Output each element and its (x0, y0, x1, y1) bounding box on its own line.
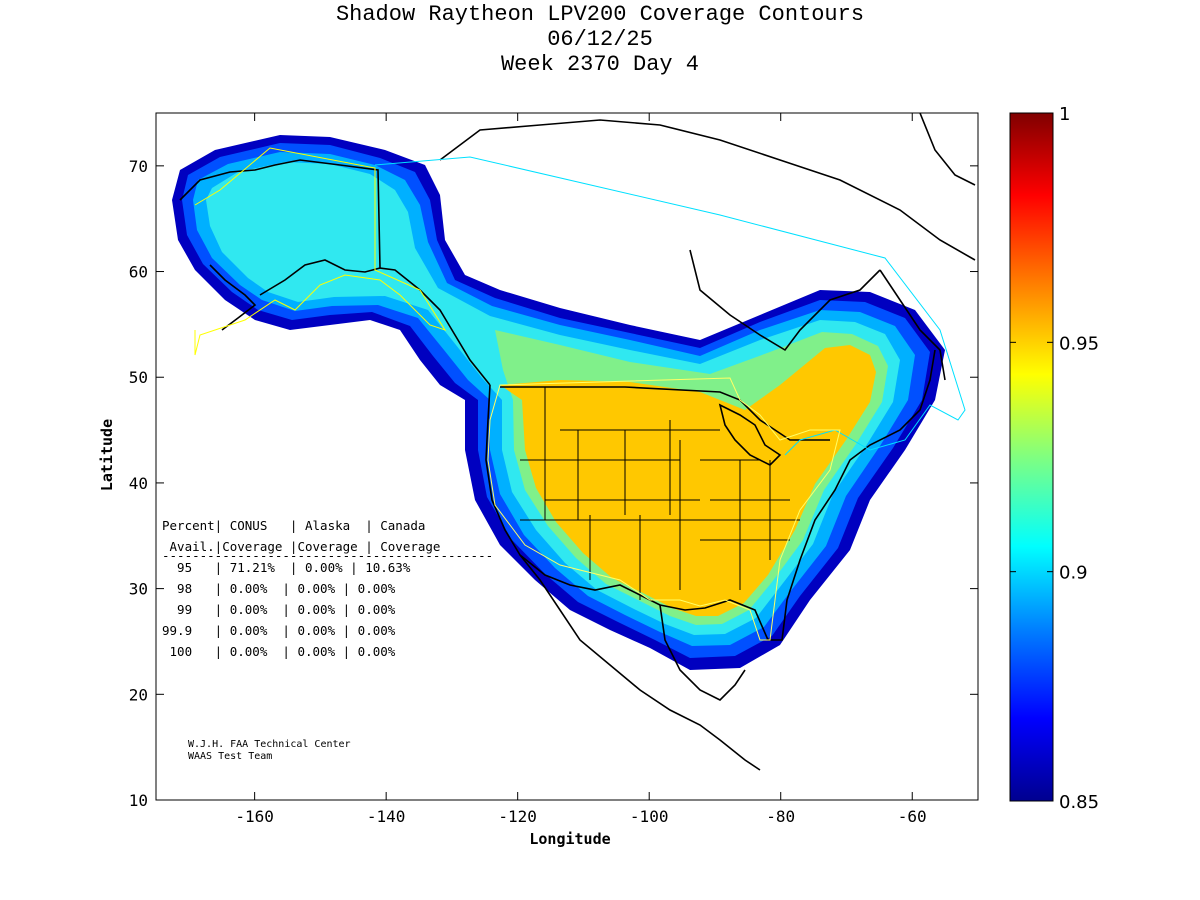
chart-week-day: Week 2370 Day 4 (500, 52, 700, 77)
y-axis-title: Latitude (98, 419, 116, 491)
alaska-peninsula (209, 264, 257, 331)
x-tick-label: -60 (898, 807, 927, 826)
conus-region-outline (487, 377, 841, 641)
hudson-bay (689, 249, 881, 352)
credit-line-2: WAAS Test Team (188, 751, 272, 762)
x-tick-label: -160 (235, 807, 274, 826)
coverage-plot (172, 113, 976, 771)
contour-0-95 (500, 345, 876, 616)
y-axis: 10 20 30 40 50 60 70 (129, 157, 978, 810)
x-tick-label: -140 (367, 807, 406, 826)
y-tick-label: 10 (129, 791, 148, 810)
colorbar-tick-label: 0.9 (1059, 563, 1088, 584)
us-west-coast (485, 349, 936, 641)
table-divider: ----------------------------------------… (162, 548, 493, 563)
table-row: 99 | 0.00% | 0.00% | 0.00% (162, 602, 396, 617)
table-row: 100 | 0.00% | 0.00% | 0.00% (162, 644, 396, 659)
table-row: 98 | 0.00% | 0.00% | 0.00% (162, 581, 396, 596)
x-axis: -160 -140 -120 -100 -80 -60 (235, 113, 927, 826)
alaska-region-outline (194, 147, 447, 356)
table-row: 95 | 71.21% | 0.00% | 10.63% (162, 560, 411, 575)
plot-frame (155, 112, 979, 801)
x-tick-label: -80 (766, 807, 795, 826)
coverage-table: Percent| CONUS | Alaska | Canada Avail.|… (162, 518, 493, 659)
credit-line-1: W.J.H. FAA Technical Center (188, 739, 351, 750)
mexico-coast (519, 554, 761, 771)
alaska-south-coast (259, 259, 381, 296)
colorbar-tick-label: 1 (1059, 104, 1070, 125)
greenland (919, 113, 976, 186)
y-tick-label: 30 (129, 580, 148, 599)
chart-title: Shadow Raytheon LPV200 Coverage Contours (335, 2, 865, 27)
table-row: 99.9 | 0.00% | 0.00% | 0.00% (162, 623, 396, 638)
colorbar-tick-label: 0.95 (1059, 333, 1099, 354)
x-tick-label: -100 (630, 807, 669, 826)
state-grid (520, 387, 800, 600)
y-tick-label: 70 (129, 157, 148, 176)
x-tick-label: -120 (498, 807, 537, 826)
y-tick-label: 40 (129, 474, 148, 493)
region-outlines (194, 147, 966, 641)
y-tick-label: 60 (129, 263, 148, 282)
x-axis-title: Longitude (529, 830, 610, 848)
gulf-yucatan (659, 604, 746, 701)
table-header-1: Percent| CONUS | Alaska | Canada (162, 518, 425, 533)
y-tick-label: 50 (129, 368, 148, 387)
alaska-coast (179, 159, 491, 386)
great-lakes (718, 403, 782, 466)
colorbar-ticks: 0.85 0.9 0.95 1 (1010, 104, 1099, 813)
chart-date: 06/12/25 (547, 27, 653, 52)
table-header-2: Avail.|Coverage |Coverage | Coverage (162, 539, 440, 554)
canada-arctic (439, 119, 976, 261)
labrador (879, 269, 946, 381)
y-tick-label: 20 (129, 685, 148, 704)
colorbar-tick-label: 0.85 (1059, 792, 1099, 813)
colorbar (1009, 112, 1054, 802)
